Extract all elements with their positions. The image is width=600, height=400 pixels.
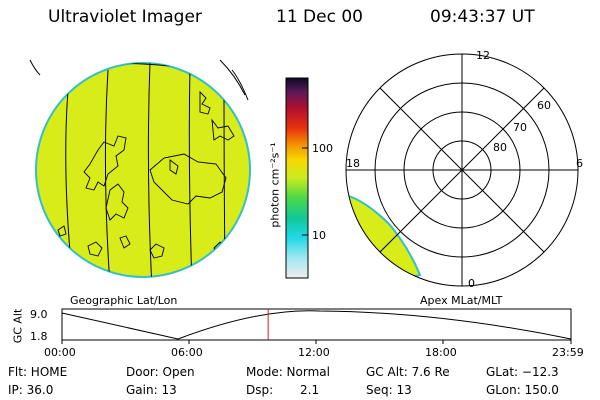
altitude-xtick-2: 12:00 [298,346,330,359]
grid-extensions [29,59,249,101]
altitude-xtick-3: 18:00 [425,346,457,359]
mlat-label-70: 70 [513,121,527,134]
altitude-ylabel: GC Alt [11,308,25,344]
door-status: Door: Open [126,365,195,379]
mlt-label-18: 18 [346,157,360,170]
altitude-ytick-1-8: 1.8 [30,330,48,343]
mlt-label-0: 0 [468,277,475,290]
mode-status: Mode: Normal [246,365,330,379]
altitude-xtick-0: 00:00 [44,346,76,359]
colorbar [285,77,309,279]
polar-diag-2 [379,87,545,253]
altitude-xtick-4: 23:59 [552,346,584,359]
dsp-label: Dsp: [246,383,274,397]
mlt-label-6: 6 [576,157,583,170]
polar-plot [345,53,579,287]
altitude-xtick-1: 06:00 [171,346,203,359]
altitude-plot [61,308,572,344]
sequence-value: Seq: 13 [366,383,412,397]
altitude-frame [61,308,572,341]
apex-label: Apex MLat/MLT [420,294,503,307]
auroral-oval [346,193,422,286]
altitude-curve [61,310,572,340]
mlat-label-80: 80 [493,141,507,154]
coastlines [57,90,239,259]
instrument-title: Ultraviolet Imager [48,7,202,27]
dsp-value: 2.1 [300,383,320,397]
gc-altitude: GC Alt: 7.6 Re [366,365,450,379]
flight-status: Flt: HOME [8,365,68,379]
earth-disk [35,62,251,278]
ip-value: IP: 36.0 [8,383,54,397]
colorbar-label-100: 100 [312,142,333,155]
gain-value: Gain: 13 [126,383,177,397]
altitude-ytick-9: 9.0 [30,308,48,321]
date-label: 11 Dec 00 [276,7,363,27]
colorbar-unit-label: photon cm⁻²s⁻¹ [268,142,282,228]
mlt-label-12: 12 [476,49,490,62]
geo-latitude: GLat: −12.3 [486,365,559,379]
geo-longitude: GLon: 150.0 [486,383,559,397]
time-label: 09:43:37 UT [430,7,535,27]
colorbar-label-10: 10 [312,229,326,242]
geographic-label: Geographic Lat/Lon [70,294,178,307]
altitude-xticks [61,340,572,344]
earth-image [29,59,251,278]
mlat-label-60: 60 [537,99,551,112]
